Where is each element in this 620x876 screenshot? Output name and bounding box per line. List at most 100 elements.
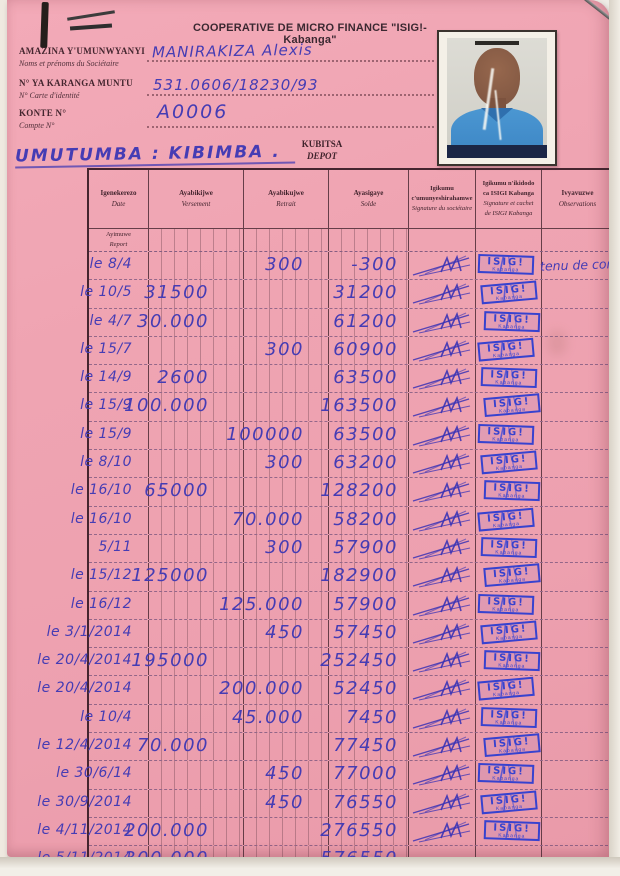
isigi-stamp: ISIG! Kabanga — [477, 763, 535, 785]
versement-cell — [149, 789, 244, 817]
stamp-cell: ISIG! Kabanga — [476, 733, 542, 761]
isigi-stamp: ISIG! Kabanga — [477, 423, 535, 445]
signature-cell — [409, 563, 476, 591]
date-handwritten: le 16/10 — [70, 482, 132, 499]
solde-cell: 252450 — [320, 648, 409, 676]
versement-cell: 65000 — [144, 478, 244, 506]
retrait-handwritten: 100000 — [226, 423, 304, 445]
ledger-row: le 20/4/2014 200.000 52450 ISIG! Kabanga — [37, 676, 613, 705]
observations-cell — [542, 450, 613, 477]
signature-cell — [409, 591, 476, 619]
solde-cell: 77450 — [329, 733, 409, 761]
date-cell: le 3/1/2014 — [47, 619, 149, 648]
report-retrait-cell — [244, 229, 329, 251]
date-cell: le 16/10 — [71, 478, 149, 506]
deposit-ledger-table: Igenekerezo Date Ayabikijwe Versement Ay… — [37, 168, 620, 876]
date-handwritten: le 15/12 — [70, 567, 132, 584]
col-header-retrait: Ayabikujwe Retrait — [244, 170, 329, 228]
signature-cell — [409, 761, 476, 789]
isigi-stamp: ISIG! Kabanga — [480, 706, 538, 728]
solde-handwritten: -300 — [351, 254, 398, 275]
report-row: Ayimuwe Report — [89, 229, 613, 252]
col-header-versement: Ayabikijwe Versement — [149, 170, 244, 228]
retrait-cell: 70.000 — [232, 506, 329, 534]
header-line: Solde — [360, 200, 377, 208]
retrait-cell: 300 — [244, 252, 329, 280]
signature-cell — [409, 817, 476, 846]
versement-handwritten: 125000 — [131, 565, 209, 587]
ledger-row: le 15/9 100.000 163500 ISIG! Kabanga — [80, 393, 613, 422]
header-line: Versement — [181, 200, 211, 208]
stamp-cell: ISIG! Kabanga — [476, 534, 542, 563]
name-label-french: Noms et prénoms du Sociétaire — [19, 59, 119, 68]
date-handwritten: le 3/1/2014 — [46, 623, 132, 640]
retrait-handwritten: 200.000 — [219, 678, 304, 700]
retrait-cell — [244, 280, 329, 308]
date-handwritten: le 30/9/2014 — [37, 793, 132, 810]
signature-cell — [409, 280, 476, 308]
stamp-cell: ISIG! Kabanga — [476, 817, 542, 846]
section-title-kirundi: KUBITSA — [301, 139, 343, 149]
dotted-line — [147, 60, 434, 62]
date-cell: le 15/12 — [71, 563, 149, 591]
date-cell: le 20/4/2014 — [37, 676, 149, 704]
solde-cell: 7450 — [329, 704, 409, 733]
signature-cell — [409, 789, 476, 817]
ledger-row: le 15/9 100000 63500 ISIG! Kabanga — [80, 421, 613, 451]
name-label-kirundi: AMAZINA Y'UMUNWYANYI — [19, 46, 146, 56]
versement-cell — [149, 761, 244, 789]
solde-cell: 63500 — [329, 421, 409, 450]
signature-cell — [409, 393, 476, 421]
retrait-cell: 300 — [244, 534, 329, 563]
retrait-cell — [244, 365, 329, 393]
observations-cell — [542, 648, 613, 675]
staple-top-left-icon — [69, 23, 113, 31]
versement-cell — [149, 252, 244, 280]
observations-cell — [542, 309, 613, 336]
versement-cell — [149, 619, 244, 648]
stamp-cell: ISIG! Kabanga — [476, 506, 542, 534]
date-cell: le 8/10 — [80, 450, 149, 478]
report-signature-cell — [409, 229, 476, 251]
retrait-cell: 450 — [244, 789, 329, 817]
isigi-stamp: ISIG! Kabanga — [480, 450, 538, 475]
stamp-cell: ISIG! Kabanga — [476, 676, 542, 704]
ledger-row: le 10/4 45.000 7450 ISIG! Kabanga — [80, 704, 613, 734]
signature-cell — [409, 534, 476, 563]
stamp-cell: ISIG! Kabanga — [476, 789, 542, 817]
ledger-row: le 10/5 31500 31200 ISIG! Kabanga — [80, 280, 613, 309]
solde-handwritten: 57900 — [333, 593, 398, 615]
observation-handwritten: tenu de compte — [539, 255, 620, 274]
member-signature-mark — [412, 481, 471, 503]
isigi-stamp: ISIG! Kabanga — [477, 593, 535, 615]
header-line: Igikumu — [430, 184, 454, 192]
scan-edge-right — [609, 0, 620, 876]
ledger-row: le 30/9/2014 450 76550 ISIG! Kabanga — [37, 789, 613, 818]
solde-cell: 182900 — [320, 563, 409, 591]
header-line: c'umunyeshirahamwe — [411, 194, 473, 202]
versement-cell: 125000 — [131, 563, 244, 591]
ledger-row: le 15/7 300 60900 ISIG! Kabanga — [80, 336, 613, 366]
retrait-cell: 300 — [244, 450, 329, 478]
account-number-handwritten: A0006 — [157, 101, 229, 123]
signature-cell — [409, 676, 476, 704]
header-line: de ISIGI Kabanga — [484, 210, 533, 218]
date-cell: le 14/9 — [80, 365, 149, 393]
solde-cell: 63500 — [329, 365, 409, 393]
report-versement-cell — [149, 229, 244, 251]
header-line: Ayabikijwe — [179, 189, 213, 198]
signature-cell — [409, 619, 476, 648]
solde-handwritten: 128200 — [320, 480, 398, 502]
retrait-cell — [244, 648, 329, 676]
versement-cell: 30.000 — [137, 308, 244, 336]
date-handwritten: le 15/9 — [80, 397, 132, 414]
isigi-stamp: ISIG! Kabanga — [480, 537, 538, 558]
date-handwritten: le 8/4 — [89, 256, 132, 272]
member-signature-mark — [412, 311, 471, 334]
member-signature-mark — [412, 339, 471, 362]
date-handwritten: 5/11 — [98, 538, 132, 555]
isigi-stamp: ISIG! Kabanga — [477, 253, 535, 275]
versement-cell — [149, 506, 244, 534]
versement-handwritten: 70.000 — [137, 735, 209, 757]
versement-cell: 31500 — [144, 280, 244, 308]
